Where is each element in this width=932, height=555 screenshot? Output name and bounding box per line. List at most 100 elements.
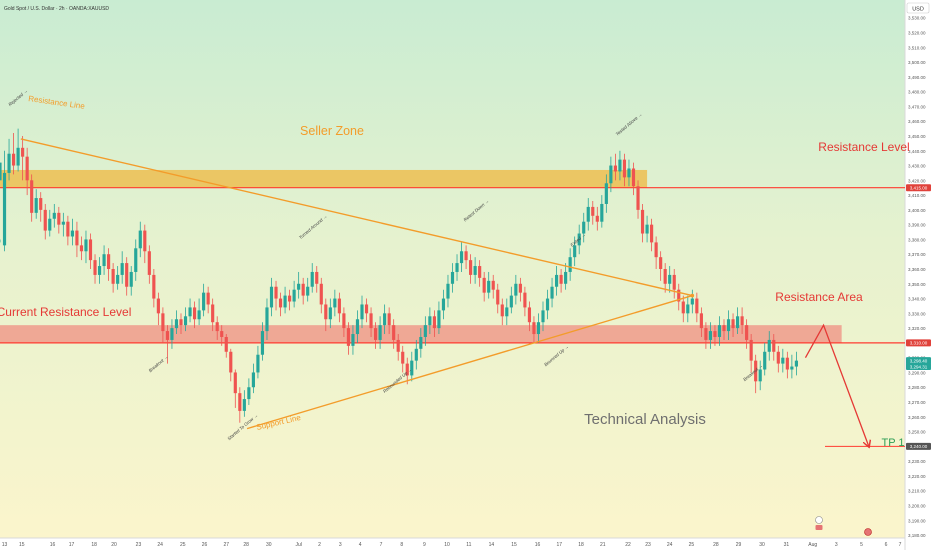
candle-body: [346, 328, 351, 346]
candle-body: [785, 357, 789, 370]
calendar-event-icon[interactable]: [815, 516, 823, 531]
candle-body: [622, 159, 627, 178]
price-tick-label: 3,380.00: [908, 237, 926, 242]
candle-body: [297, 283, 301, 290]
price-tick-label: 3,260.00: [908, 415, 926, 420]
price-tick-label: 3,270.00: [908, 400, 926, 405]
price-tag-label: 3,298.40: [910, 358, 928, 363]
candle-body: [360, 304, 364, 320]
candle-body: [301, 283, 305, 296]
candle-body: [772, 339, 776, 352]
candle-body: [79, 245, 84, 252]
candle-body: [423, 325, 427, 337]
candle-body: [107, 254, 111, 269]
price-tick-label: 3,290.00: [908, 370, 926, 375]
price-tick-label: 3,370.00: [908, 252, 926, 257]
candle-body: [396, 339, 400, 352]
candle-body: [686, 304, 690, 314]
flag-event-icon[interactable]: [864, 528, 872, 536]
candle-body: [595, 215, 599, 222]
candle-body: [600, 203, 604, 222]
time-tick-label: 5: [860, 542, 863, 548]
candle-body: [2, 172, 7, 246]
candle-body: [636, 186, 640, 210]
candle-body: [677, 289, 681, 302]
price-tick-label: 3,250.00: [908, 430, 926, 435]
candle-body: [93, 260, 97, 275]
candle-body: [509, 295, 513, 308]
candle-body: [527, 307, 532, 323]
candle-body: [21, 147, 25, 157]
candle-body: [550, 286, 554, 299]
price-tags: 3,415.00 3,310.00 3,298.403,294.31 3,240.00: [906, 184, 931, 450]
candle-body: [116, 274, 120, 284]
candle-body: [731, 319, 735, 329]
time-tick-label: 21: [600, 542, 606, 548]
candle-body: [568, 257, 572, 272]
price-tag-label: 3,294.31: [910, 364, 928, 369]
seller-zone-label: Seller Zone: [300, 124, 364, 138]
candle-body: [30, 180, 34, 213]
price-tick-label: 3,400.00: [908, 208, 926, 213]
candle-body: [161, 313, 165, 332]
candle-body: [776, 351, 780, 364]
candle-body: [609, 165, 613, 184]
price-tag-box: [906, 184, 931, 192]
projection-path: [804, 323, 868, 446]
time-tick-label: 30: [266, 542, 272, 548]
candle-body: [192, 307, 197, 320]
price-tick-label: 3,340.00: [908, 297, 926, 302]
candle-body: [464, 251, 468, 261]
time-tick-label: 9: [423, 542, 426, 548]
current-resistance-level-label: Current Resistance Level: [0, 305, 131, 319]
price-tick-label: 3,230.00: [908, 459, 926, 464]
price-tick-label: 3,330.00: [908, 311, 926, 316]
candle-body: [278, 298, 283, 308]
currency-badge[interactable]: USD: [906, 2, 930, 14]
price-tag-box: [906, 363, 931, 371]
candle-body: [459, 251, 464, 264]
candle-body: [455, 263, 459, 272]
candles-layer: [0, 128, 798, 423]
candle-body: [672, 274, 676, 290]
zone-seller-zone: [0, 169, 648, 188]
candle-body: [545, 298, 550, 311]
candle-body: [717, 325, 722, 337]
candle-body: [627, 168, 631, 178]
candle-body: [790, 366, 794, 370]
trendline-support-line: [246, 294, 693, 430]
candle-body: [138, 230, 142, 249]
candle-body: [704, 328, 708, 340]
time-tick-label: 16: [50, 542, 56, 548]
candle-body: [695, 298, 699, 314]
time-tick-label: 22: [625, 542, 631, 548]
price-tick-label: 3,490.00: [908, 75, 926, 80]
candle-body: [292, 289, 296, 302]
candle-body: [197, 310, 201, 320]
candle-body: [582, 221, 586, 234]
time-tick-label: 25: [689, 542, 695, 548]
candle-body: [469, 260, 473, 275]
candle-body: [401, 351, 405, 364]
candle-body: [84, 239, 88, 252]
candle-body: [663, 269, 667, 284]
candle-body: [70, 230, 74, 237]
time-tick-label: 27: [223, 542, 229, 548]
time-axis[interactable]: 13 15 16 17 18 20 23 24 25 26 27 28 30 Jul 2 3 4 7 8 9 10 11 1…: [2, 542, 902, 548]
candle-body: [342, 313, 346, 329]
candle-body: [735, 316, 740, 329]
candle-body: [754, 360, 758, 382]
candle-body: [554, 274, 559, 287]
candle-body: [251, 372, 255, 388]
candle-body: [726, 319, 731, 332]
candle-body: [414, 348, 418, 361]
candle-body: [650, 224, 654, 243]
candle-body: [66, 221, 70, 237]
candle-body: [125, 263, 129, 287]
candle-body: [745, 325, 749, 340]
candle-body: [536, 322, 541, 335]
time-tick-label: 8: [400, 542, 403, 548]
time-tick-label: 20: [111, 542, 117, 548]
